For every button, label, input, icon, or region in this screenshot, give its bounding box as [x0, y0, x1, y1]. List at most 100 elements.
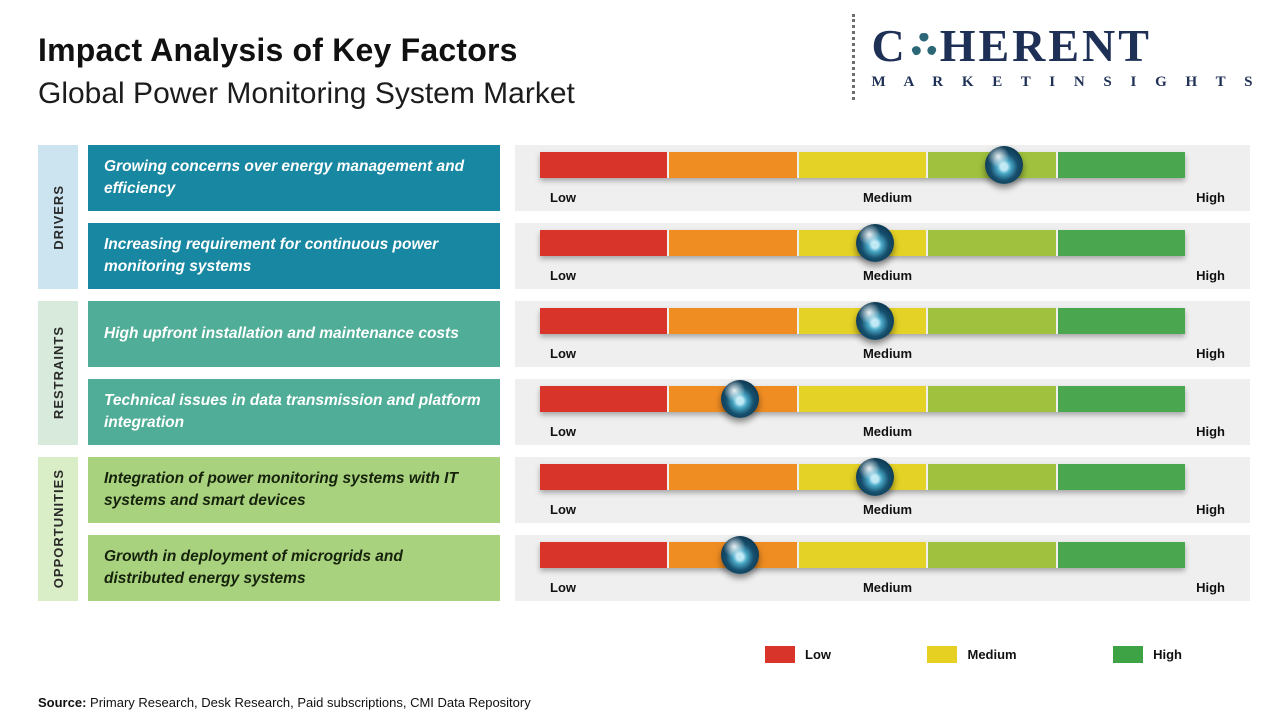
bar-segment-red: [540, 308, 668, 334]
impact-matrix: DRIVERS RESTRAINTS OPPORTUNITIES Growing…: [38, 145, 1250, 601]
scale-label-high: High: [1196, 580, 1225, 595]
category-label: RESTRAINTS: [50, 326, 66, 420]
logo-text: C HERENT M A R K E T I N S I G H T S: [871, 23, 1260, 91]
scale-label-high: High: [1196, 268, 1225, 283]
page-title: Impact Analysis of Key Factors: [38, 32, 518, 68]
impact-gradient-bar: [540, 224, 1186, 262]
scale-label-high: High: [1196, 502, 1225, 517]
bar-segment-green: [1057, 386, 1186, 412]
scale-labels: Low Medium High: [550, 346, 1225, 361]
scale-label-high: High: [1196, 190, 1225, 205]
bar-segment-red: [540, 230, 668, 256]
scale-labels: Low Medium High: [550, 580, 1225, 595]
bar-segment-yellowgreen: [928, 308, 1056, 334]
factor-box-driver-2: Increasing requirement for continuous po…: [88, 223, 500, 289]
scale-label-low: Low: [550, 268, 576, 283]
bar-segment-green: [1057, 542, 1186, 568]
scale-label-low: Low: [550, 502, 576, 517]
impact-gradient-bar: [540, 458, 1186, 496]
impact-gradient-bar: [540, 536, 1186, 574]
category-label: DRIVERS: [50, 184, 66, 250]
scale-label-medium: Medium: [862, 424, 913, 439]
impact-marker-icon: [856, 458, 895, 496]
scale-label-medium: Medium: [862, 346, 913, 361]
impact-marker-icon: [720, 380, 759, 418]
scale-label-low: Low: [550, 190, 576, 205]
source-label: Source:: [38, 695, 87, 710]
legend-label: High: [1153, 647, 1182, 662]
scale-labels: Low Medium High: [550, 424, 1225, 439]
impact-marker-icon: [856, 224, 895, 262]
bar-segment-yellowgreen: [928, 386, 1056, 412]
scale-label-high: High: [1196, 424, 1225, 439]
legend-swatch-high: [1113, 646, 1144, 663]
bar-segment-red: [540, 542, 668, 568]
bar-segment-orange: [669, 230, 797, 256]
factor-text: Technical issues in data transmission an…: [104, 391, 481, 431]
impact-scale-row: Low Medium High: [515, 379, 1250, 445]
legend-label: Medium: [967, 647, 1017, 662]
bar-segment-green: [1057, 464, 1186, 490]
legend: Low Medium High: [765, 646, 1182, 663]
logo-tagline: M A R K E T I N S I G H T S: [871, 74, 1260, 90]
scale-label-medium: Medium: [862, 268, 913, 283]
logo-letters-rest: HERENT: [939, 20, 1152, 71]
factor-text: Growth in deployment of microgrids and d…: [104, 547, 403, 587]
bar-segment-orange: [669, 464, 797, 490]
legend-item-medium: Medium: [927, 646, 1017, 663]
scale-label-medium: Medium: [862, 502, 913, 517]
scale-column: Low Medium High Low Medium High: [515, 145, 1250, 601]
category-strip-drivers: DRIVERS: [38, 145, 78, 289]
page-subtitle: Global Power Monitoring System Market: [38, 77, 575, 110]
factor-box-restraint-1: High upfront installation and maintenanc…: [88, 301, 500, 367]
brand-logo: C HERENT M A R K E T I N S I G H T S: [852, 14, 1260, 100]
legend-item-low: Low: [765, 646, 831, 663]
impact-marker-icon: [985, 146, 1024, 184]
impact-gradient-bar: [540, 146, 1186, 184]
scale-labels: Low Medium High: [550, 502, 1225, 517]
category-column: DRIVERS RESTRAINTS OPPORTUNITIES: [38, 145, 78, 601]
bar-segment-green: [1057, 230, 1186, 256]
bar-segment-red: [540, 386, 668, 412]
scale-labels: Low Medium High: [550, 190, 1225, 205]
category-strip-opportunities: OPPORTUNITIES: [38, 457, 78, 601]
factor-text: Growing concerns over energy management …: [104, 157, 465, 197]
impact-scale-row: Low Medium High: [515, 535, 1250, 601]
bar-segment-yellowgreen: [928, 464, 1056, 490]
scale-label-medium: Medium: [862, 580, 913, 595]
factor-box-opportunity-1: Integration of power monitoring systems …: [88, 457, 500, 523]
bar-segment-orange: [669, 308, 797, 334]
bar-segment-green: [1057, 152, 1186, 178]
bar-segment-red: [540, 152, 668, 178]
factor-box-opportunity-2: Growth in deployment of microgrids and d…: [88, 535, 500, 601]
bar-segment-yellowgreen: [928, 542, 1056, 568]
impact-marker-icon: [856, 302, 895, 340]
logo-divider: [852, 14, 856, 100]
source-text: Primary Research, Desk Research, Paid su…: [86, 695, 531, 710]
header: Impact Analysis of Key Factors Global Po…: [38, 32, 575, 111]
scale-labels: Low Medium High: [550, 268, 1225, 283]
factor-text: High upfront installation and maintenanc…: [104, 324, 459, 342]
legend-swatch-low: [765, 646, 795, 663]
impact-scale-row: Low Medium High: [515, 145, 1250, 211]
factor-column: Growing concerns over energy management …: [88, 145, 500, 601]
factor-box-driver-1: Growing concerns over energy management …: [88, 145, 500, 211]
factor-text: Increasing requirement for continuous po…: [104, 235, 439, 275]
scale-label-low: Low: [550, 346, 576, 361]
bar-segment-orange: [669, 152, 797, 178]
scale-label-medium: Medium: [862, 190, 913, 205]
scale-label-high: High: [1196, 346, 1225, 361]
bar-segment-green: [1057, 308, 1186, 334]
impact-gradient-bar: [540, 380, 1186, 418]
factor-box-restraint-2: Technical issues in data transmission an…: [88, 379, 500, 445]
factor-text: Integration of power monitoring systems …: [104, 469, 458, 509]
category-strip-restraints: RESTRAINTS: [38, 301, 78, 445]
impact-gradient-bar: [540, 302, 1186, 340]
impact-scale-row: Low Medium High: [515, 301, 1250, 367]
scale-label-low: Low: [550, 424, 576, 439]
legend-swatch-medium: [927, 646, 958, 663]
bar-segment-yellow: [798, 386, 927, 412]
bar-segment-yellow: [798, 152, 927, 178]
category-label: OPPORTUNITIES: [50, 469, 66, 589]
